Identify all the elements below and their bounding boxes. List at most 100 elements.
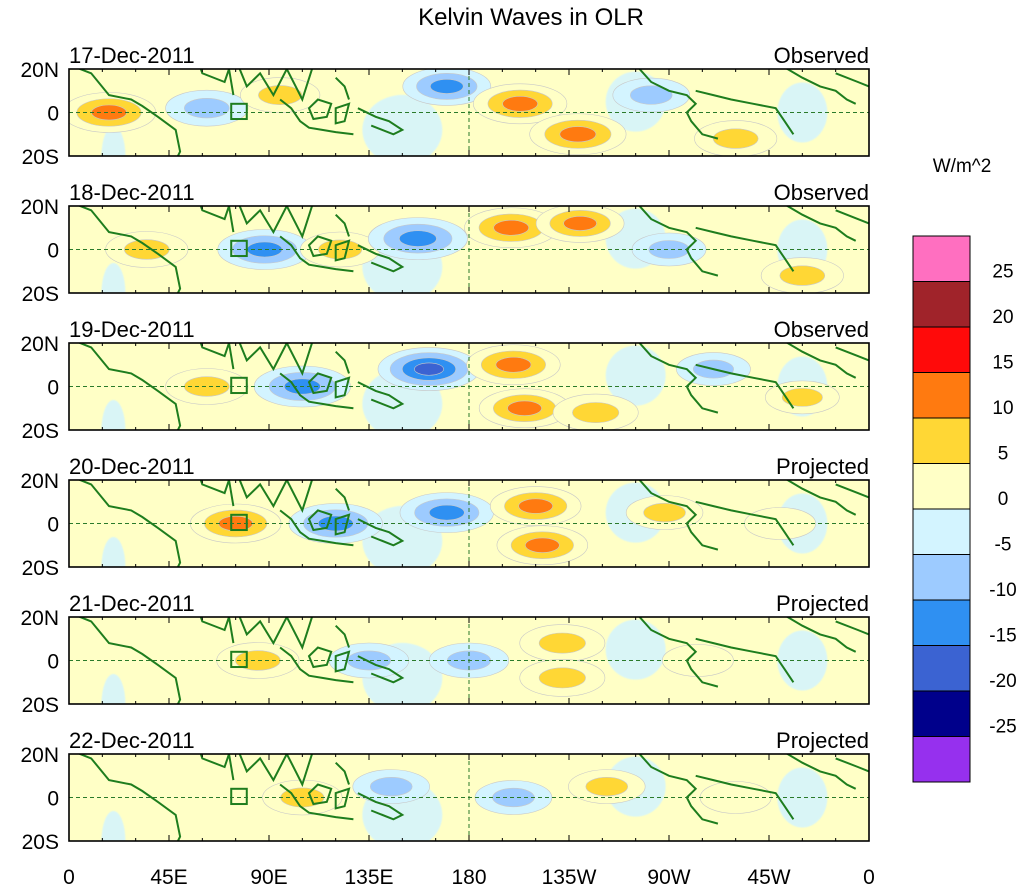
coastline [238, 69, 314, 103]
anomaly-contour [779, 265, 826, 286]
x-tick-label: 45W [747, 866, 790, 887]
y-tick-label: 20N [20, 196, 59, 219]
coastline [199, 206, 235, 233]
colorbar-swatch [912, 645, 971, 692]
coastline [835, 346, 869, 362]
panel-group: 17-Dec-2011 Observed 20N 0 20S 18-Dec-2011 Obs… [20, 43, 870, 854]
x-tick-label: 135W [542, 866, 597, 887]
y-tick-label: 20N [20, 333, 59, 356]
colorbar-swatch [912, 736, 971, 783]
colorbar: 25 20 15 10 5 0 -5 -10 -15 -20 -25 [912, 235, 1017, 783]
panel: 22-Dec-2011 Projected 20N 0 20S [20, 728, 870, 854]
colorbar-label: 20 [992, 307, 1013, 328]
panel-status: Projected [776, 728, 869, 753]
coastline [238, 480, 314, 514]
field-band [101, 126, 126, 156]
coastline [835, 72, 869, 88]
anomaly-contour [414, 362, 444, 376]
field-band [101, 400, 126, 430]
coastline [695, 500, 795, 546]
coastline [638, 206, 719, 277]
coastline [335, 350, 350, 374]
anomaly-contour [495, 356, 532, 373]
anomaly-contour [781, 388, 823, 407]
y-tick-label: 20N [20, 744, 59, 767]
x-axis-labels: 0 45E 90E 135E 180 135W 90W 45W 0 [63, 866, 875, 887]
coastline [334, 239, 351, 262]
x-tick-label: 45E [150, 866, 187, 887]
coastline [835, 757, 869, 773]
colorbar-swatch [912, 372, 971, 419]
coastline [638, 754, 719, 825]
coastline [307, 98, 333, 121]
panel: 17-Dec-2011 Observed 20N 0 20S [20, 43, 870, 169]
x-tick-label: 90W [647, 866, 690, 887]
panel: 21-Dec-2011 Projected 20N 0 20S [20, 591, 870, 717]
coastline [238, 617, 314, 651]
coastline [835, 209, 869, 225]
y-tick-label: 0 [47, 514, 59, 537]
coastline [695, 363, 795, 409]
anomaly-contour [502, 96, 538, 112]
coastline [335, 76, 350, 100]
panel-status: Observed [774, 317, 869, 342]
coastline [77, 617, 182, 704]
coastline [279, 98, 354, 136]
coastline [238, 206, 314, 240]
y-tick-label: 20S [22, 831, 59, 854]
y-tick-label: 20S [22, 283, 59, 306]
colorbar-label: -25 [989, 717, 1016, 738]
colorbar-label: 25 [992, 262, 1013, 283]
coastline [279, 783, 354, 821]
colorbar-label: -15 [989, 626, 1016, 647]
coastline [307, 509, 333, 532]
coastline [695, 774, 795, 820]
colorbar-swatch [912, 690, 971, 737]
coastline [77, 754, 182, 841]
y-tick-label: 20N [20, 607, 59, 630]
colorbar-label: 10 [992, 398, 1013, 419]
coastline [785, 617, 857, 653]
field-band [362, 94, 443, 156]
region-box [230, 102, 248, 121]
coastline [785, 343, 857, 379]
region-box [230, 787, 248, 806]
colorbar-swatch [912, 463, 971, 510]
x-tick-label: 0 [863, 866, 875, 887]
coastline [638, 343, 719, 414]
field-band [101, 537, 126, 567]
region-box [230, 239, 248, 258]
colorbar-swatch [912, 235, 971, 282]
coastline [357, 381, 405, 410]
anomaly-contour [429, 78, 464, 94]
y-tick-label: 0 [47, 240, 59, 263]
coastline [835, 620, 869, 636]
coastline [335, 624, 350, 648]
anomaly-contour [538, 667, 586, 689]
anomaly-contour [572, 402, 620, 423]
y-tick-label: 0 [47, 651, 59, 674]
coastline [307, 372, 333, 395]
coastline [334, 376, 351, 399]
coastline [695, 226, 795, 272]
panel-date: 18-Dec-2011 [69, 180, 195, 205]
region-box [230, 650, 248, 669]
coastline [334, 102, 351, 125]
colorbar-swatch [912, 599, 971, 646]
y-tick-label: 0 [47, 377, 59, 400]
field-band [101, 811, 126, 841]
y-tick-label: 20N [20, 470, 59, 493]
colorbar-label: -5 [995, 535, 1012, 556]
coastline [334, 513, 351, 536]
panel-date: 17-Dec-2011 [69, 43, 195, 68]
coastline [785, 480, 857, 516]
coastline [279, 509, 354, 547]
coastline [199, 69, 235, 96]
anomaly-contour [518, 498, 553, 514]
panel-status: Observed [774, 180, 869, 205]
region-box [230, 376, 248, 395]
coastline [279, 372, 354, 410]
coastline [77, 206, 182, 293]
coastline [835, 483, 869, 499]
